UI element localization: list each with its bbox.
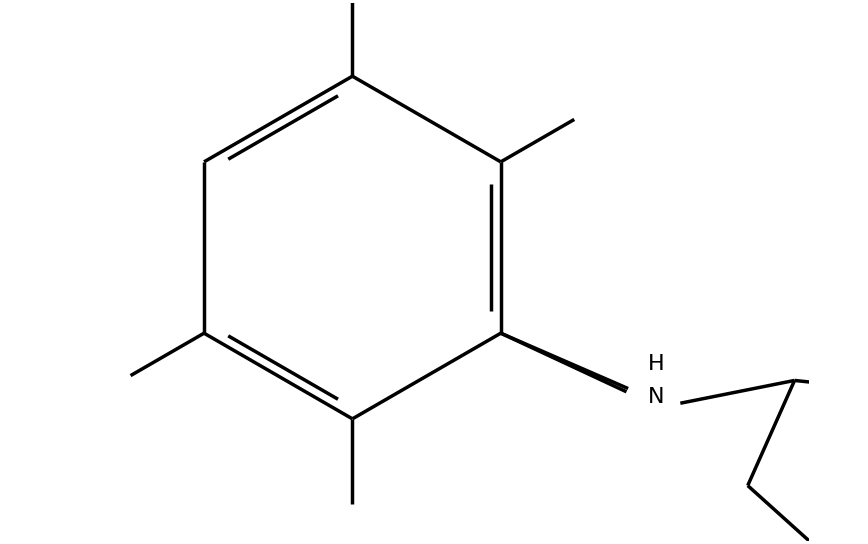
Text: N: N bbox=[648, 387, 664, 407]
Text: H: H bbox=[648, 354, 664, 374]
